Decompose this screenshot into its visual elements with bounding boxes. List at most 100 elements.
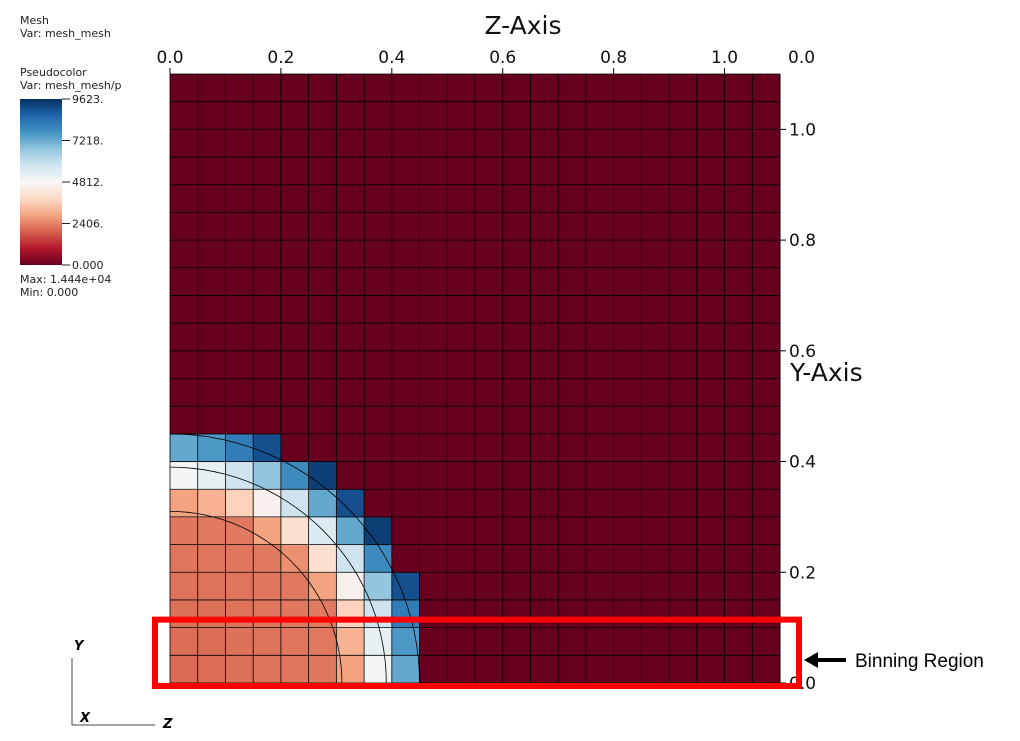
mesh-cell xyxy=(724,212,753,241)
mesh-cell xyxy=(280,101,310,130)
mesh-cell xyxy=(752,378,781,407)
mesh-cell xyxy=(170,350,199,379)
mesh-cell xyxy=(475,655,504,684)
mesh-cell xyxy=(669,599,698,629)
mesh-cell xyxy=(530,461,559,490)
mesh-cell xyxy=(752,212,781,241)
mesh-cell xyxy=(280,572,310,601)
mesh-cell xyxy=(613,74,642,103)
mesh-cell xyxy=(225,627,254,656)
mesh-cell xyxy=(225,184,254,213)
mesh-cell xyxy=(502,489,531,518)
mesh-cell xyxy=(752,295,781,324)
mesh-cell xyxy=(696,267,726,296)
mesh-cell xyxy=(308,295,337,324)
mesh-cell xyxy=(696,240,726,269)
mesh-cell xyxy=(391,295,421,324)
mesh-cell xyxy=(696,101,726,130)
mesh-cell xyxy=(447,295,476,324)
mesh-cell xyxy=(447,212,476,241)
mesh-cell xyxy=(641,74,670,103)
mesh-cell xyxy=(253,240,282,269)
mesh-cell xyxy=(613,240,642,269)
mesh-cell xyxy=(364,350,393,379)
mesh-cell xyxy=(419,544,448,573)
mesh-cell xyxy=(530,350,559,379)
mesh-cell xyxy=(669,489,698,518)
mesh-cell xyxy=(613,350,642,379)
mesh-cell xyxy=(419,627,448,656)
mesh-cell xyxy=(170,74,199,103)
mesh-cell xyxy=(613,516,642,546)
z-axis-tick-label: 0.4 xyxy=(378,48,405,68)
mesh-cell xyxy=(558,599,587,629)
mesh-cell xyxy=(225,295,254,324)
mesh-cell xyxy=(752,157,781,186)
mesh-cell xyxy=(696,378,726,407)
corner-tick-label: 0.0 xyxy=(788,48,815,68)
mesh-cell xyxy=(502,572,531,601)
mesh-cell xyxy=(475,461,504,490)
y-axis-title: Y-Axis xyxy=(789,358,863,387)
mesh-cell xyxy=(170,129,199,158)
mesh-cell xyxy=(308,655,337,684)
mesh-cell xyxy=(336,267,365,296)
mesh-cell xyxy=(391,599,421,629)
mesh-cell xyxy=(724,74,753,103)
mesh-cell xyxy=(225,101,254,130)
mesh-cell xyxy=(502,461,531,490)
colorbar-tick-label: 7218. xyxy=(72,135,104,148)
mesh-cell xyxy=(724,406,753,435)
mesh-cell xyxy=(641,599,670,629)
mesh-cell xyxy=(641,572,670,601)
mesh-cell xyxy=(585,267,615,296)
mesh-cell xyxy=(752,461,781,490)
binning-region-label: Binning Region xyxy=(855,651,984,672)
mesh-cell xyxy=(502,240,531,269)
mesh-cell xyxy=(225,544,254,573)
mesh-cell xyxy=(585,74,615,103)
mesh-cell xyxy=(530,544,559,573)
mesh-cell xyxy=(585,212,615,241)
mesh-cell xyxy=(391,433,421,463)
mesh-cell xyxy=(641,378,670,407)
mesh-cell xyxy=(502,295,531,324)
mesh-cell xyxy=(253,101,282,130)
mesh-cell xyxy=(419,157,448,186)
mesh-cell xyxy=(669,240,698,269)
mesh-cell xyxy=(585,101,615,130)
mesh-cell xyxy=(336,572,365,601)
mesh-cell xyxy=(475,74,504,103)
mesh-cell xyxy=(752,544,781,573)
mesh-cell xyxy=(225,74,254,103)
mesh-cell xyxy=(696,655,726,684)
mesh-cell xyxy=(447,406,476,435)
mesh-cell xyxy=(253,433,282,463)
mesh-cell xyxy=(253,655,282,684)
mesh-cell xyxy=(696,544,726,573)
mesh-cell xyxy=(308,101,337,130)
mesh-cell xyxy=(696,323,726,352)
mesh-cell xyxy=(197,323,226,352)
mesh-cell xyxy=(253,461,282,490)
mesh-cell xyxy=(419,240,448,269)
mesh-cell xyxy=(170,240,199,269)
mesh-cell xyxy=(364,516,393,546)
mesh-cell xyxy=(364,627,393,656)
mesh-cell xyxy=(502,544,531,573)
mesh-cell xyxy=(308,572,337,601)
mesh-cell xyxy=(391,267,421,296)
front-contour xyxy=(169,466,387,684)
mesh-cell xyxy=(308,323,337,352)
mesh-cell xyxy=(364,267,393,296)
mesh-cell xyxy=(641,212,670,241)
mesh-cell xyxy=(447,101,476,130)
front-contour xyxy=(169,511,343,684)
mesh-cell xyxy=(197,655,226,684)
mesh-cell xyxy=(696,627,726,656)
mesh-cell xyxy=(447,544,476,573)
mesh-cell xyxy=(530,655,559,684)
mesh-cell xyxy=(419,184,448,213)
mesh-cell xyxy=(752,350,781,379)
mesh-cell xyxy=(170,184,199,213)
